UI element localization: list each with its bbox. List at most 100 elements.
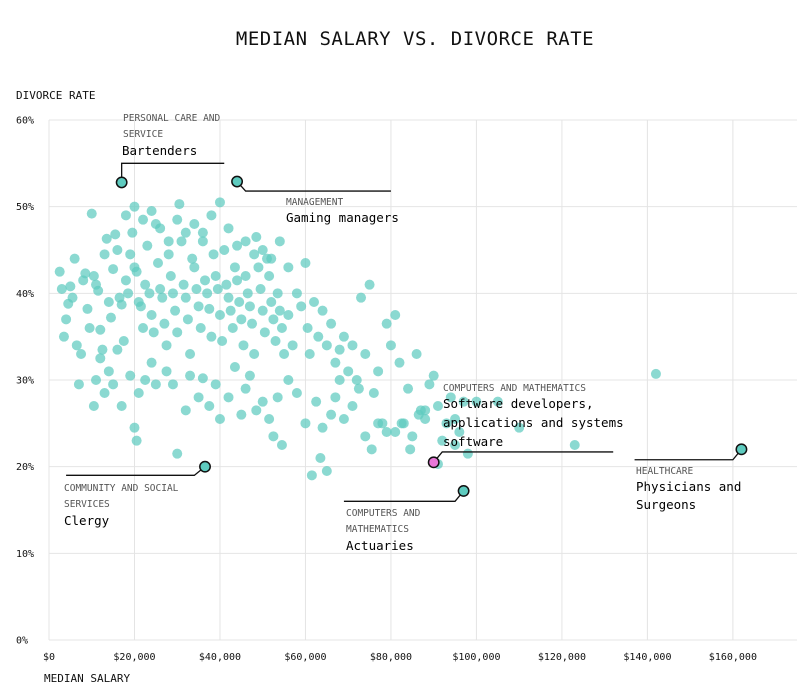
data-point (264, 271, 275, 281)
data-point (236, 314, 247, 325)
data-point (120, 210, 131, 221)
tick-labels: 0% 10% 20% 30% 40% 50% 60% $0 $20,000 $40,000 $60,… (16, 116, 757, 664)
annotation-label: Clergy (64, 513, 110, 528)
annotation-category: HEALTHCARE (636, 466, 693, 477)
data-point (343, 366, 354, 377)
data-point (112, 344, 123, 355)
data-point (200, 275, 211, 286)
data-point (276, 440, 287, 450)
data-point (381, 318, 392, 329)
data-point (197, 236, 208, 247)
annotation-category: SERVICES (64, 499, 110, 510)
x-tick-label: $160,000 (709, 652, 757, 663)
data-point (127, 227, 138, 238)
data-point (206, 210, 217, 221)
data-point (471, 396, 482, 407)
data-point (366, 444, 377, 455)
data-point (360, 349, 371, 359)
data-point (152, 258, 163, 268)
data-point (232, 275, 243, 286)
data-point (266, 253, 277, 264)
data-point (131, 435, 142, 446)
data-point (163, 236, 174, 247)
annotated-point (231, 175, 244, 188)
data-point (257, 396, 268, 407)
data-point (450, 440, 461, 450)
annotation-category: COMMUNITY AND SOCIAL (64, 483, 179, 494)
data-point (309, 297, 320, 307)
data-point (140, 279, 151, 290)
data-point (214, 414, 225, 424)
data-point (99, 249, 110, 260)
data-point (221, 279, 232, 290)
data-point (373, 366, 384, 377)
data-point (202, 288, 213, 299)
data-point (105, 312, 116, 323)
data-point (88, 401, 99, 411)
data-point (315, 453, 326, 463)
data-point (381, 427, 392, 437)
data-point (390, 310, 401, 320)
data-point (240, 383, 251, 394)
data-point (86, 208, 97, 219)
annotation-leader-line (66, 466, 206, 476)
data-point (229, 262, 240, 273)
data-point (204, 303, 215, 314)
data-point (208, 249, 219, 260)
data-point (257, 245, 268, 255)
data-point (129, 201, 140, 212)
data-point (317, 422, 328, 433)
data-point (242, 288, 253, 299)
data-point (135, 301, 146, 312)
data-point (54, 266, 65, 277)
data-point (291, 388, 302, 398)
data-point (268, 431, 279, 442)
data-point (238, 340, 249, 351)
data-point (326, 409, 337, 420)
data-point (232, 240, 243, 251)
data-point (251, 405, 262, 416)
data-point (182, 314, 193, 325)
data-point (257, 305, 268, 316)
data-point (99, 388, 110, 398)
data-point (131, 266, 142, 277)
annotation-leader-line (343, 490, 465, 502)
data-point (80, 268, 91, 279)
data-point (313, 331, 324, 342)
data-point (91, 375, 102, 385)
data-point (140, 375, 151, 385)
data-point (197, 227, 208, 238)
annotation-label: Physicians and (636, 479, 741, 494)
data-point (170, 305, 181, 316)
data-point (118, 336, 129, 346)
data-point (458, 396, 469, 407)
y-tick-label: 60% (16, 116, 34, 127)
data-point (206, 331, 217, 342)
annotation-label: Actuaries (346, 538, 414, 553)
data-point (441, 418, 452, 429)
data-point (249, 349, 260, 359)
annotated-point (115, 176, 128, 189)
data-point (65, 281, 76, 292)
data-point (108, 264, 119, 275)
data-point (437, 435, 448, 446)
chart-title: MEDIAN SALARY VS. DIVORCE RATE (236, 28, 594, 50)
annotation-leader-line (236, 181, 391, 192)
x-axis-title: MEDIAN SALARY (44, 672, 130, 685)
data-point (373, 418, 384, 429)
data-point (364, 279, 375, 290)
data-point (185, 349, 196, 359)
data-point (84, 323, 95, 333)
data-point (321, 466, 332, 476)
data-point (180, 227, 191, 238)
data-point (229, 362, 240, 372)
data-point (146, 206, 157, 216)
data-point (283, 375, 294, 385)
data-point (133, 388, 144, 398)
data-point (155, 223, 166, 234)
data-point (180, 405, 191, 416)
y-axis-title: DIVORCE RATE (16, 89, 95, 102)
data-point (445, 392, 456, 403)
data-point (61, 314, 72, 325)
